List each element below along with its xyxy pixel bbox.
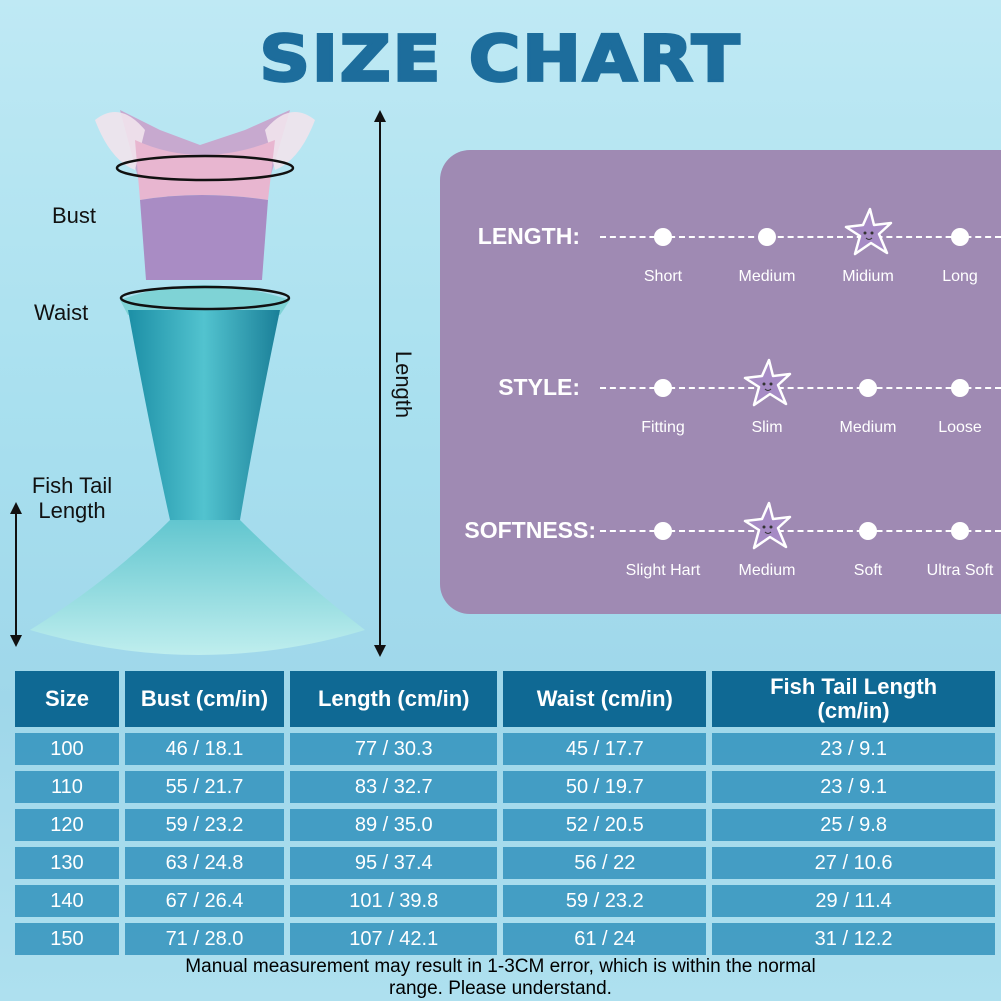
column-header: Size <box>15 671 119 727</box>
rating-track <box>600 387 1001 389</box>
rating-dot <box>951 228 969 246</box>
table-row: 150 71 / 28.0 107 / 42.1 61 / 24 31 / 12.2 <box>15 923 995 955</box>
table-cell: 59 / 23.2 <box>503 885 707 917</box>
table-cell: 140 <box>15 885 119 917</box>
table-cell: 23 / 9.1 <box>712 733 995 765</box>
rating-name: STYLE: <box>498 374 580 400</box>
table-cell: 101 / 39.8 <box>290 885 498 917</box>
rating-option: Midium <box>842 268 894 285</box>
length-label: Length <box>391 350 417 419</box>
ratings-panel <box>440 150 1001 614</box>
table-cell: 130 <box>15 847 119 879</box>
rating-dot <box>859 522 877 540</box>
rating-option: Slight Hart <box>625 562 701 579</box>
rating-option: Medium <box>738 268 796 285</box>
rating-name: LENGTH: <box>477 223 580 249</box>
rating-dot <box>758 228 776 246</box>
table-cell: 71 / 28.0 <box>124 923 285 955</box>
waist-label: Waist <box>34 300 89 325</box>
table-cell: 31 / 12.2 <box>712 923 995 955</box>
rating-track <box>600 236 1001 238</box>
starfish-selected-icon <box>843 207 893 257</box>
table-cell: 27 / 10.6 <box>712 847 995 879</box>
table-cell: 83 / 32.7 <box>290 771 498 803</box>
rating-option: Loose <box>938 419 982 436</box>
rating-dot <box>951 522 969 540</box>
measurement-note: Manual measurement may result in 1-3CM e… <box>185 956 816 999</box>
table-cell: 100 <box>15 733 119 765</box>
rating-dot <box>654 228 672 246</box>
rating-option: Long <box>942 268 978 285</box>
rating-option: Medium <box>738 562 796 579</box>
table-row: 140 67 / 26.4 101 / 39.8 59 / 23.2 29 / 11.4 <box>15 885 995 917</box>
table-row: 100 46 / 18.1 77 / 30.3 45 / 17.7 23 / 9.1 <box>15 733 995 765</box>
rating-option: Ultra Soft <box>926 562 994 579</box>
table-cell: 67 / 26.4 <box>124 885 285 917</box>
table-cell: 50 / 19.7 <box>503 771 707 803</box>
starfish-selected-icon <box>742 358 792 408</box>
table-cell: 55 / 21.7 <box>124 771 285 803</box>
rating-option: Soft <box>853 562 883 579</box>
table-cell: 46 / 18.1 <box>124 733 285 765</box>
mermaid-dress-image <box>10 110 386 657</box>
rating-dot <box>654 522 672 540</box>
rating-option: Fitting <box>641 419 685 436</box>
table-cell: 95 / 37.4 <box>290 847 498 879</box>
column-header: Bust (cm/in) <box>124 671 285 727</box>
rating-option: Slim <box>751 419 783 436</box>
rating-option: Short <box>643 268 683 285</box>
table-cell: 77 / 30.3 <box>290 733 498 765</box>
table-cell: 59 / 23.2 <box>124 809 285 841</box>
rating-name: SOFTNESS: <box>464 517 596 543</box>
table-cell: 89 / 35.0 <box>290 809 498 841</box>
rating-dot <box>951 379 969 397</box>
table-cell: 23 / 9.1 <box>712 771 995 803</box>
table-row: 110 55 / 21.7 83 / 32.7 50 / 19.7 23 / 9.1 <box>15 771 995 803</box>
table-row: 130 63 / 24.8 95 / 37.4 56 / 22 27 / 10.6 <box>15 847 995 879</box>
table-cell: 110 <box>15 771 119 803</box>
table-cell: 61 / 24 <box>503 923 707 955</box>
size-table: Size Bust (cm/in) Length (cm/in) Waist (cm/… <box>9 665 1001 961</box>
table-cell: 25 / 9.8 <box>712 809 995 841</box>
table-cell: 107 / 42.1 <box>290 923 498 955</box>
table-cell: 150 <box>15 923 119 955</box>
table-cell: 29 / 11.4 <box>712 885 995 917</box>
rating-dot <box>654 379 672 397</box>
bust-label: Bust <box>52 203 97 228</box>
starfish-selected-icon <box>742 501 792 551</box>
column-header: Fish Tail Length (cm/in) <box>712 671 995 727</box>
column-header: Waist (cm/in) <box>503 671 707 727</box>
column-header: Length (cm/in) <box>290 671 498 727</box>
table-cell: 56 / 22 <box>503 847 707 879</box>
fish-tail-label: Fish Tail Length <box>31 473 113 523</box>
table-row: 120 59 / 23.2 89 / 35.0 52 / 20.5 25 / 9.8 <box>15 809 995 841</box>
table-cell: 63 / 24.8 <box>124 847 285 879</box>
page-title: SIZE CHART <box>258 21 742 97</box>
rating-track <box>600 530 1001 532</box>
rating-option: Medium <box>839 419 897 436</box>
rating-dot <box>859 379 877 397</box>
table-cell: 120 <box>15 809 119 841</box>
table-cell: 45 / 17.7 <box>503 733 707 765</box>
table-cell: 52 / 20.5 <box>503 809 707 841</box>
